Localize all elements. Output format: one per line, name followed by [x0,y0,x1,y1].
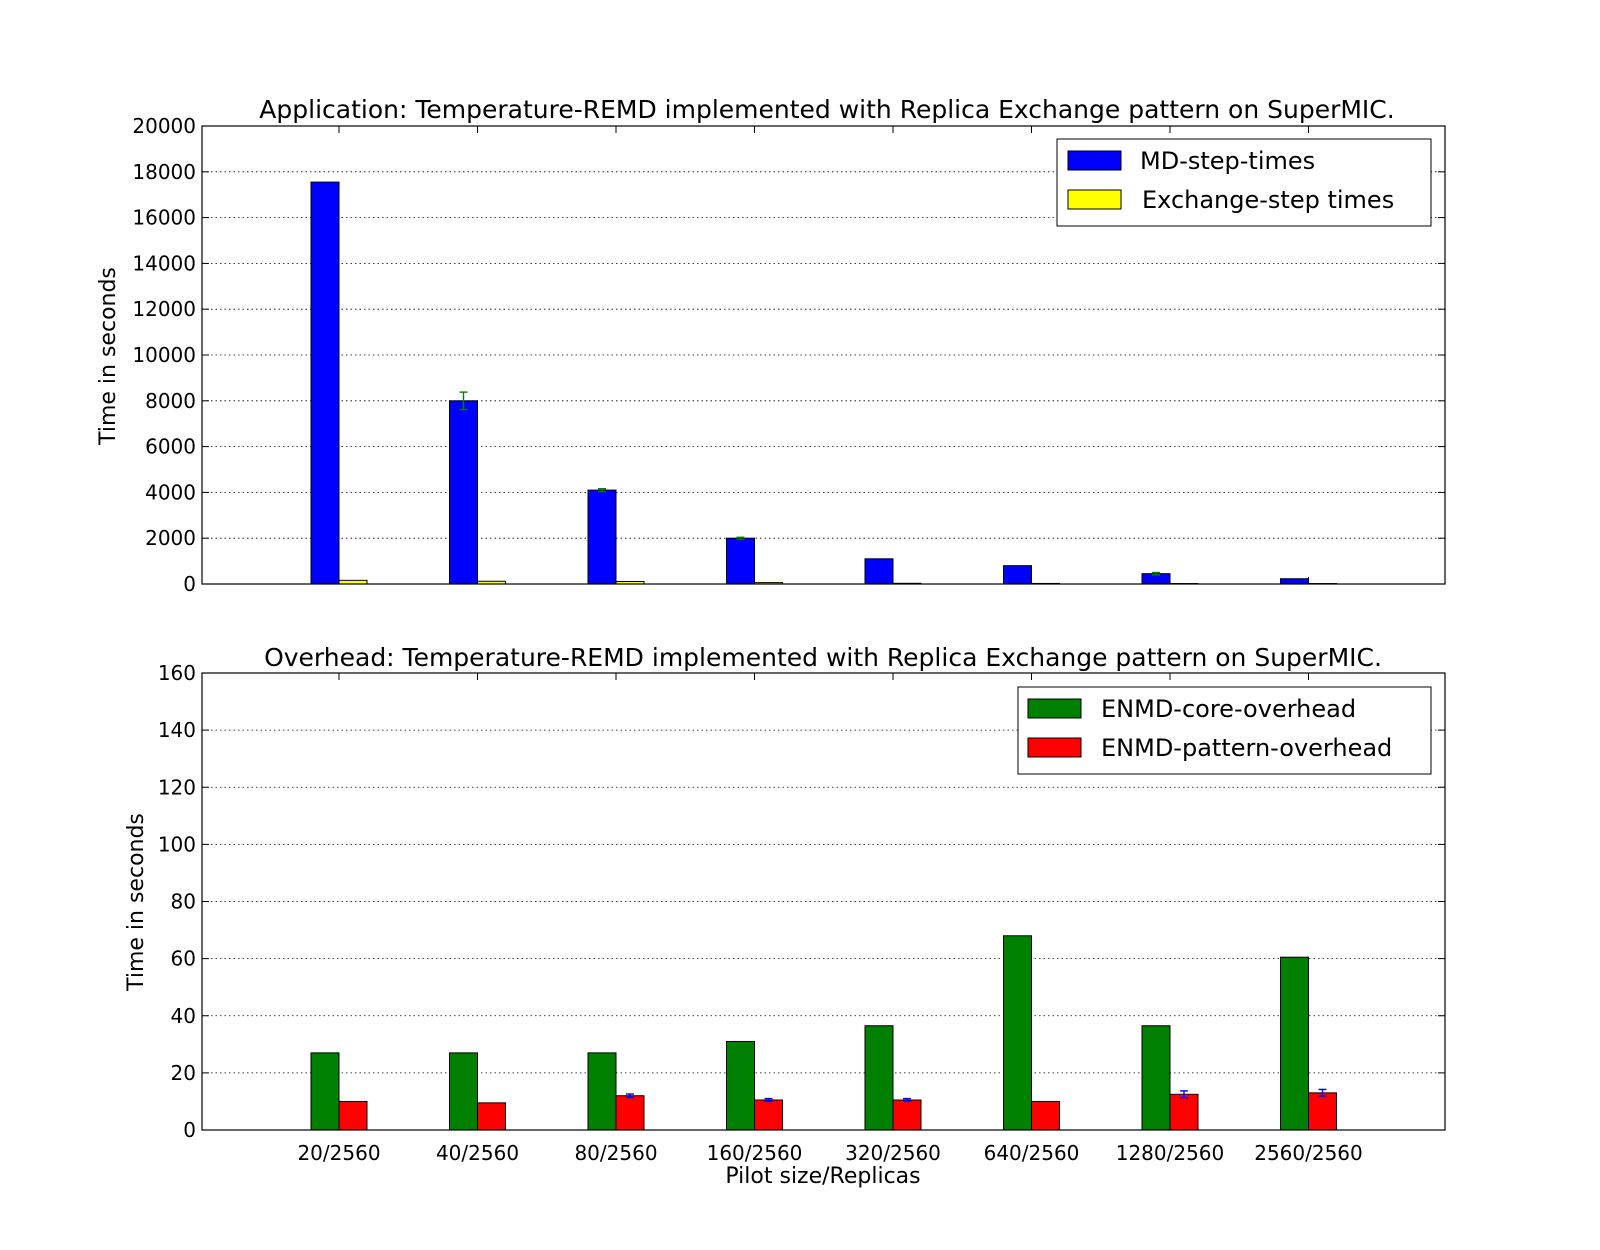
y-tick-label: 20000 [132,114,196,138]
bar-enmd-pattern-overhead-20-2560 [338,1100,368,1131]
overhead-y-axis-label: Time in seconds [124,813,149,992]
bar-enmd-core-overhead-320-2560 [864,1025,894,1131]
application-gridlines [202,171,1445,539]
application-legend: MD-step-times Exchange-step times [1056,138,1432,227]
y-tick-label: 140 [158,718,196,742]
bar-enmd-pattern-overhead-2560-2560 [1308,1092,1337,1131]
bar-enmd-pattern-overhead-80-2560 [615,1095,645,1131]
x-tick-label: 1280/2560 [1116,1141,1225,1165]
bar-enmd-pattern-overhead-320-2560 [892,1099,922,1131]
legend-swatch-exchange-step-times [1067,189,1122,210]
x-tick-label: 2560/2560 [1254,1141,1363,1165]
legend-swatch-enmd-core-overhead [1027,698,1082,719]
y-tick-label: 12000 [132,297,196,321]
overhead-bars [310,935,1337,1131]
y-tick-label: 60 [171,947,196,971]
y-tick-label: 0 [183,1118,196,1142]
y-tick-label: 4000 [145,480,196,504]
legend-label-enmd-pattern-overhead: ENMD-pattern-overhead [1101,734,1392,762]
application-chart: Application: Temperature-REMD implemente… [96,95,1446,596]
x-tick-label: 640/2560 [984,1141,1080,1165]
application-y-ticks: 0 2000 4000 6000 8000 10000 12000 14000 16000 180… [132,114,1445,596]
y-tick-label: 80 [171,890,196,914]
bar-md-step-times-20-2560 [310,181,340,585]
y-tick-label: 16000 [132,206,196,230]
y-tick-label: 10000 [132,343,196,367]
bar-md-step-times-640-2560 [1003,565,1032,585]
legend-swatch-md-step-times [1067,150,1122,171]
overhead-gridlines [202,729,1445,1074]
overhead-chart-title: Overhead: Temperature-REMD implemented w… [264,643,1382,672]
bar-enmd-core-overhead-20-2560 [310,1052,340,1131]
overhead-legend: ENMD-core-overhead ENMD-pattern-overhead [1017,686,1432,775]
bar-enmd-pattern-overhead-40-2560 [477,1102,506,1131]
x-tick-label: 20/2560 [297,1141,380,1165]
overhead-plot-frame [201,672,1446,1131]
x-tick-label: 160/2560 [707,1141,803,1165]
bar-enmd-core-overhead-160-2560 [726,1040,755,1131]
y-tick-label: 160 [158,661,196,685]
y-tick-label: 6000 [145,435,196,459]
y-tick-label: 2000 [145,526,196,550]
bar-enmd-pattern-overhead-1280-2560 [1169,1093,1199,1131]
x-tick-label: 80/2560 [574,1141,657,1165]
y-tick-label: 120 [158,775,196,799]
bar-enmd-core-overhead-2560-2560 [1280,956,1309,1131]
bar-md-step-times-320-2560 [864,558,894,585]
application-y-axis-label: Time in seconds [96,267,121,446]
legend-label-enmd-core-overhead: ENMD-core-overhead [1101,695,1356,723]
bar-enmd-core-overhead-1280-2560 [1141,1025,1171,1131]
bar-md-step-times-80-2560 [587,489,617,585]
bar-md-step-times-2560-2560 [1280,578,1309,585]
bar-enmd-core-overhead-40-2560 [449,1052,478,1131]
overhead-x-axis-label: Pilot size/Replicas [725,1164,920,1189]
y-tick-label: 40 [171,1004,196,1028]
overhead-legend-box [1017,686,1432,775]
application-bars [310,181,1337,585]
y-tick-label: 20 [171,1061,196,1085]
application-chart-title: Application: Temperature-REMD implemente… [259,95,1394,124]
overhead-chart: Overhead: Temperature-REMD implemented w… [124,643,1446,1189]
bar-md-step-times-160-2560 [726,537,755,585]
application-plot-frame [201,125,1446,585]
y-tick-label: 100 [158,832,196,856]
legend-label-md-step-times: MD-step-times [1140,147,1315,175]
overhead-y-ticks: 0 20 40 60 80 100 120 140 160 [158,661,1445,1142]
x-tick-label: 320/2560 [845,1141,941,1165]
y-tick-label: 18000 [132,160,196,184]
y-tick-label: 0 [183,572,196,596]
y-tick-label: 14000 [132,251,196,275]
application-x-ticks [338,126,1309,584]
bar-enmd-core-overhead-640-2560 [1003,935,1032,1131]
bar-enmd-core-overhead-80-2560 [587,1052,617,1131]
overhead-error-bars [626,1088,1327,1103]
bar-enmd-pattern-overhead-160-2560 [754,1099,783,1131]
bar-md-step-times-40-2560 [449,400,478,585]
x-tick-label: 40/2560 [436,1141,519,1165]
y-tick-label: 8000 [145,389,196,413]
legend-swatch-enmd-pattern-overhead [1027,737,1082,758]
legend-label-exchange-step-times: Exchange-step times [1142,186,1394,214]
application-error-bars [459,391,1160,576]
bar-enmd-pattern-overhead-640-2560 [1031,1100,1060,1131]
overhead-x-ticks: 20/2560 40/2560 80/2560 160/2560 320/2560 640… [297,673,1363,1165]
